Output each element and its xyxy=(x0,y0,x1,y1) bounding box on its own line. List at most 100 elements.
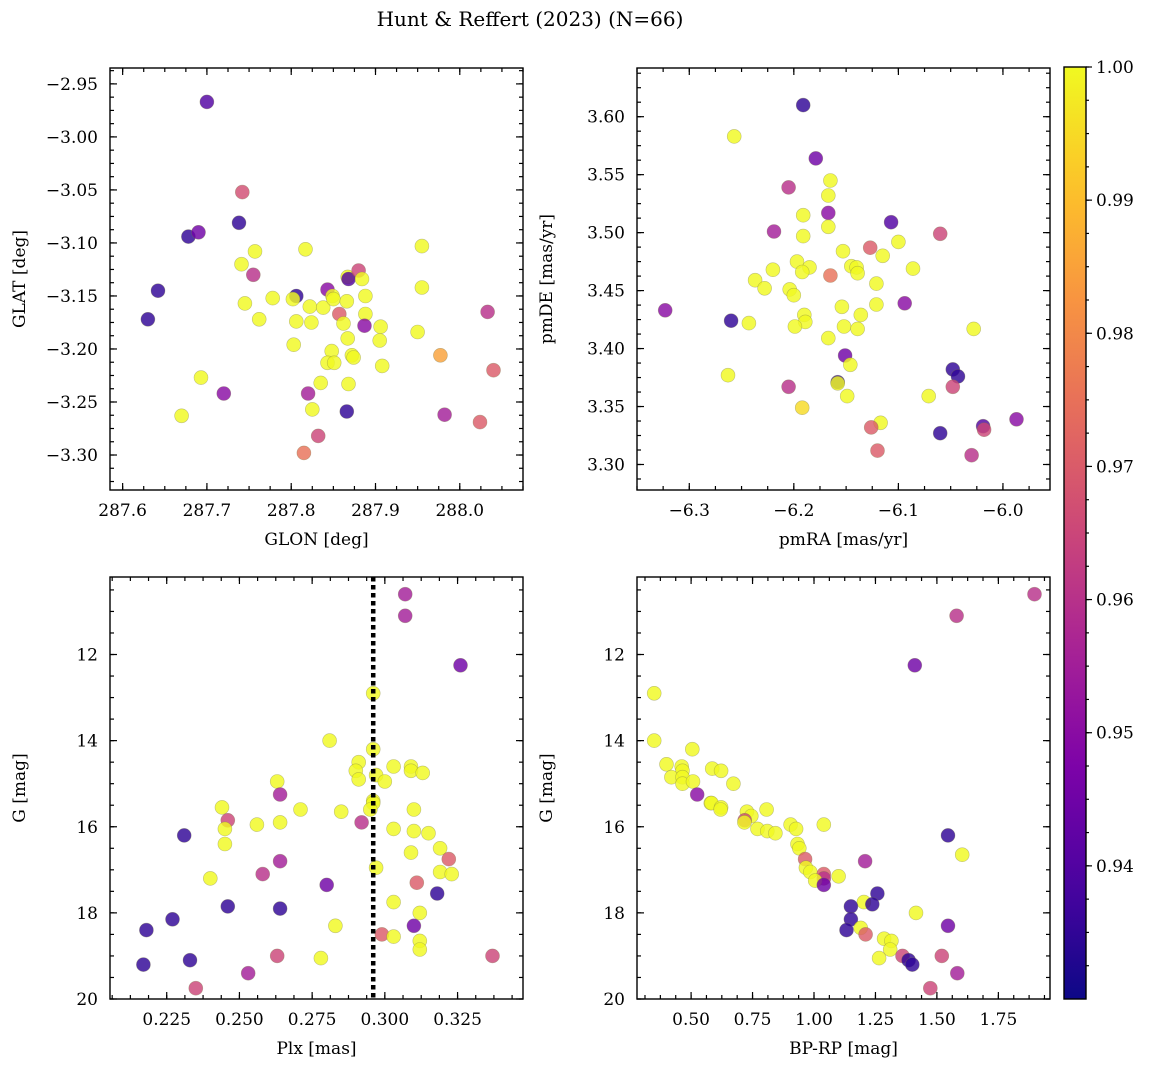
data-point xyxy=(723,313,739,329)
data-point xyxy=(781,379,796,395)
colorbar-tick-label: 1.00 xyxy=(1096,58,1134,78)
panel-bprp-g: 0.50 0.75 1.00 1.25 1.50 1.75 12 14 16 18 20 BP-RP … xyxy=(537,576,1051,1059)
data-point xyxy=(251,311,267,327)
data-point xyxy=(139,922,154,938)
data-point xyxy=(315,300,331,315)
data-point xyxy=(421,825,436,841)
x-tick-label: 0.250 xyxy=(215,1010,264,1030)
data-point xyxy=(713,802,728,817)
data-point xyxy=(659,756,674,772)
data-point xyxy=(757,280,772,296)
data-point xyxy=(310,428,326,444)
data-point xyxy=(768,825,783,841)
data-point xyxy=(406,823,422,839)
data-point xyxy=(831,868,846,884)
data-point xyxy=(823,173,838,188)
data-point xyxy=(340,331,356,346)
data-point xyxy=(247,244,263,259)
data-point xyxy=(429,886,445,901)
y-tick-label: 16 xyxy=(603,818,625,838)
data-point xyxy=(862,240,878,255)
y-tick-label: −3.10 xyxy=(46,234,98,254)
data-point xyxy=(945,379,961,395)
data-point xyxy=(871,950,887,966)
panel-glon-glat: 287.6 287.7 287.8 287.9 288.0 −3.30 −3.25 −3.20… xyxy=(10,67,524,550)
data-point xyxy=(300,386,316,401)
axes-frame xyxy=(109,67,524,491)
data-point xyxy=(685,774,701,789)
colorbar-tick-label: 0.95 xyxy=(1096,724,1134,744)
y-tick-label: 18 xyxy=(76,904,98,924)
x-tick-label: 0.75 xyxy=(734,1010,772,1030)
colorbar-tick-label: 0.94 xyxy=(1096,857,1134,877)
data-point xyxy=(386,759,401,774)
x-tick-label: 287.6 xyxy=(98,501,147,521)
data-point xyxy=(433,347,448,363)
data-point xyxy=(304,315,319,330)
data-point xyxy=(713,763,729,779)
data-point xyxy=(354,271,370,287)
data-point xyxy=(326,355,342,371)
data-point xyxy=(406,802,422,817)
y-axis-label: G [mag] xyxy=(10,753,30,822)
y-tick-label: 3.55 xyxy=(587,166,625,186)
data-point xyxy=(870,443,885,458)
data-point xyxy=(140,311,156,327)
data-point xyxy=(858,927,873,942)
data-point xyxy=(908,905,924,921)
data-point xyxy=(869,297,884,312)
data-point xyxy=(193,370,209,385)
data-point xyxy=(406,918,422,934)
data-point xyxy=(336,316,351,331)
data-point xyxy=(410,324,425,340)
data-point xyxy=(1027,586,1042,602)
data-point xyxy=(150,283,166,299)
data-point xyxy=(217,821,233,837)
data-point xyxy=(286,337,302,353)
points-glon-glat xyxy=(140,94,501,461)
data-point xyxy=(820,188,836,203)
data-point xyxy=(339,404,355,419)
data-point xyxy=(302,299,318,314)
y-tick-label: −3.15 xyxy=(46,287,98,307)
y-tick-label: 12 xyxy=(603,646,625,666)
data-point xyxy=(368,860,384,876)
data-point xyxy=(869,276,884,291)
data-point xyxy=(853,307,869,323)
data-point xyxy=(285,291,301,307)
x-tick-label: 288.0 xyxy=(435,501,484,521)
data-point xyxy=(820,330,836,346)
y-axis-label: G [mag] xyxy=(537,753,557,822)
data-point xyxy=(737,815,752,830)
data-point xyxy=(341,376,356,392)
x-tick-label: 287.7 xyxy=(183,501,232,521)
data-point xyxy=(875,248,891,264)
y-tick-label: 3.60 xyxy=(587,108,625,128)
data-point xyxy=(269,774,285,789)
x-tick-label: 1.50 xyxy=(918,1010,956,1030)
data-point xyxy=(932,226,948,242)
data-point xyxy=(272,901,288,916)
x-tick-label: 0.325 xyxy=(433,1010,482,1030)
data-point xyxy=(453,657,468,673)
points-plx-g xyxy=(136,586,500,996)
data-point xyxy=(940,918,956,934)
x-tick-label: −6.2 xyxy=(773,501,814,521)
y-tick-label: 3.40 xyxy=(587,340,625,360)
y-tick-label: 16 xyxy=(76,818,98,838)
y-axis-label: pmDE [mas/yr] xyxy=(537,214,557,344)
data-point xyxy=(726,129,742,144)
x-tick-label: 287.9 xyxy=(351,501,400,521)
data-point xyxy=(412,905,428,921)
data-point xyxy=(231,215,247,231)
y-tick-label: 12 xyxy=(76,646,98,666)
panels: 287.6 287.7 287.8 287.9 288.0 −3.30 −3.25 −3.20… xyxy=(10,67,1051,1059)
data-point xyxy=(684,741,700,757)
data-point xyxy=(373,319,388,335)
x-axis-label: Plx [mas] xyxy=(276,1039,356,1059)
data-point xyxy=(240,965,256,981)
data-point xyxy=(304,402,320,417)
axes-frame xyxy=(636,67,1051,491)
data-point xyxy=(409,875,425,891)
